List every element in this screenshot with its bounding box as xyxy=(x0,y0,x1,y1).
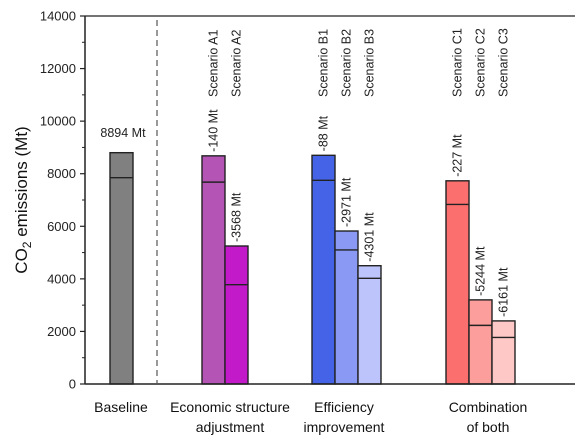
group-label: adjustment xyxy=(196,419,265,435)
group-label: Combination xyxy=(449,399,528,415)
group-label: improvement xyxy=(304,419,385,435)
reduction-label: -4301 Mt xyxy=(363,212,377,262)
reduction-label: -5244 Mt xyxy=(474,246,488,296)
y-tick-label: 8000 xyxy=(47,166,76,181)
scenario-label: Scenario A2 xyxy=(230,30,244,97)
baseline-value-label: 8894 Mt xyxy=(100,126,146,140)
reduction-label: -2971 Mt xyxy=(340,177,354,227)
reduction-label: -227 Mt xyxy=(451,134,465,177)
y-tick-label: 2000 xyxy=(47,324,76,339)
scenario-label: Scenario C3 xyxy=(497,28,511,97)
y-tick-label: 10000 xyxy=(40,114,76,129)
y-tick-label: 0 xyxy=(69,377,76,392)
group-label: Efficiency xyxy=(314,399,374,415)
reduction-label: -140 Mt xyxy=(207,109,221,152)
bar-scenario-c2 xyxy=(468,299,493,385)
scenario-label: Scenario B3 xyxy=(363,29,377,97)
group-label: Baseline xyxy=(94,399,148,415)
scenario-label: Scenario C2 xyxy=(474,28,488,97)
bar-scenario-c3 xyxy=(491,320,516,385)
scenario-label: Scenario B1 xyxy=(317,29,331,97)
reduction-label: -3568 Mt xyxy=(230,192,244,242)
reduction-label: -6161 Mt xyxy=(497,267,511,317)
group-label: of both xyxy=(467,419,510,435)
group-label: Economic structure xyxy=(170,399,290,415)
y-axis-title: CO2 emissions (Mt) xyxy=(12,126,34,273)
bar-scenario-a1 xyxy=(201,155,226,385)
bar-scenario-a2 xyxy=(224,245,249,385)
y-tick-label: 12000 xyxy=(40,61,76,76)
bar-scenario-b2 xyxy=(334,230,359,385)
scenario-label: Scenario B2 xyxy=(340,29,354,97)
bar-scenario-b1 xyxy=(311,154,336,385)
y-tick-label: 6000 xyxy=(47,219,76,234)
reduction-label: -88 Mt xyxy=(317,115,331,151)
scenario-label: Scenario C1 xyxy=(451,28,465,97)
bar-baseline xyxy=(109,151,134,385)
scenario-label: Scenario A1 xyxy=(207,30,221,97)
bar-scenario-b3 xyxy=(357,265,382,385)
y-tick-label: 4000 xyxy=(47,271,76,286)
y-tick-label: 14000 xyxy=(40,9,76,24)
bar-scenario-c1 xyxy=(445,180,470,385)
